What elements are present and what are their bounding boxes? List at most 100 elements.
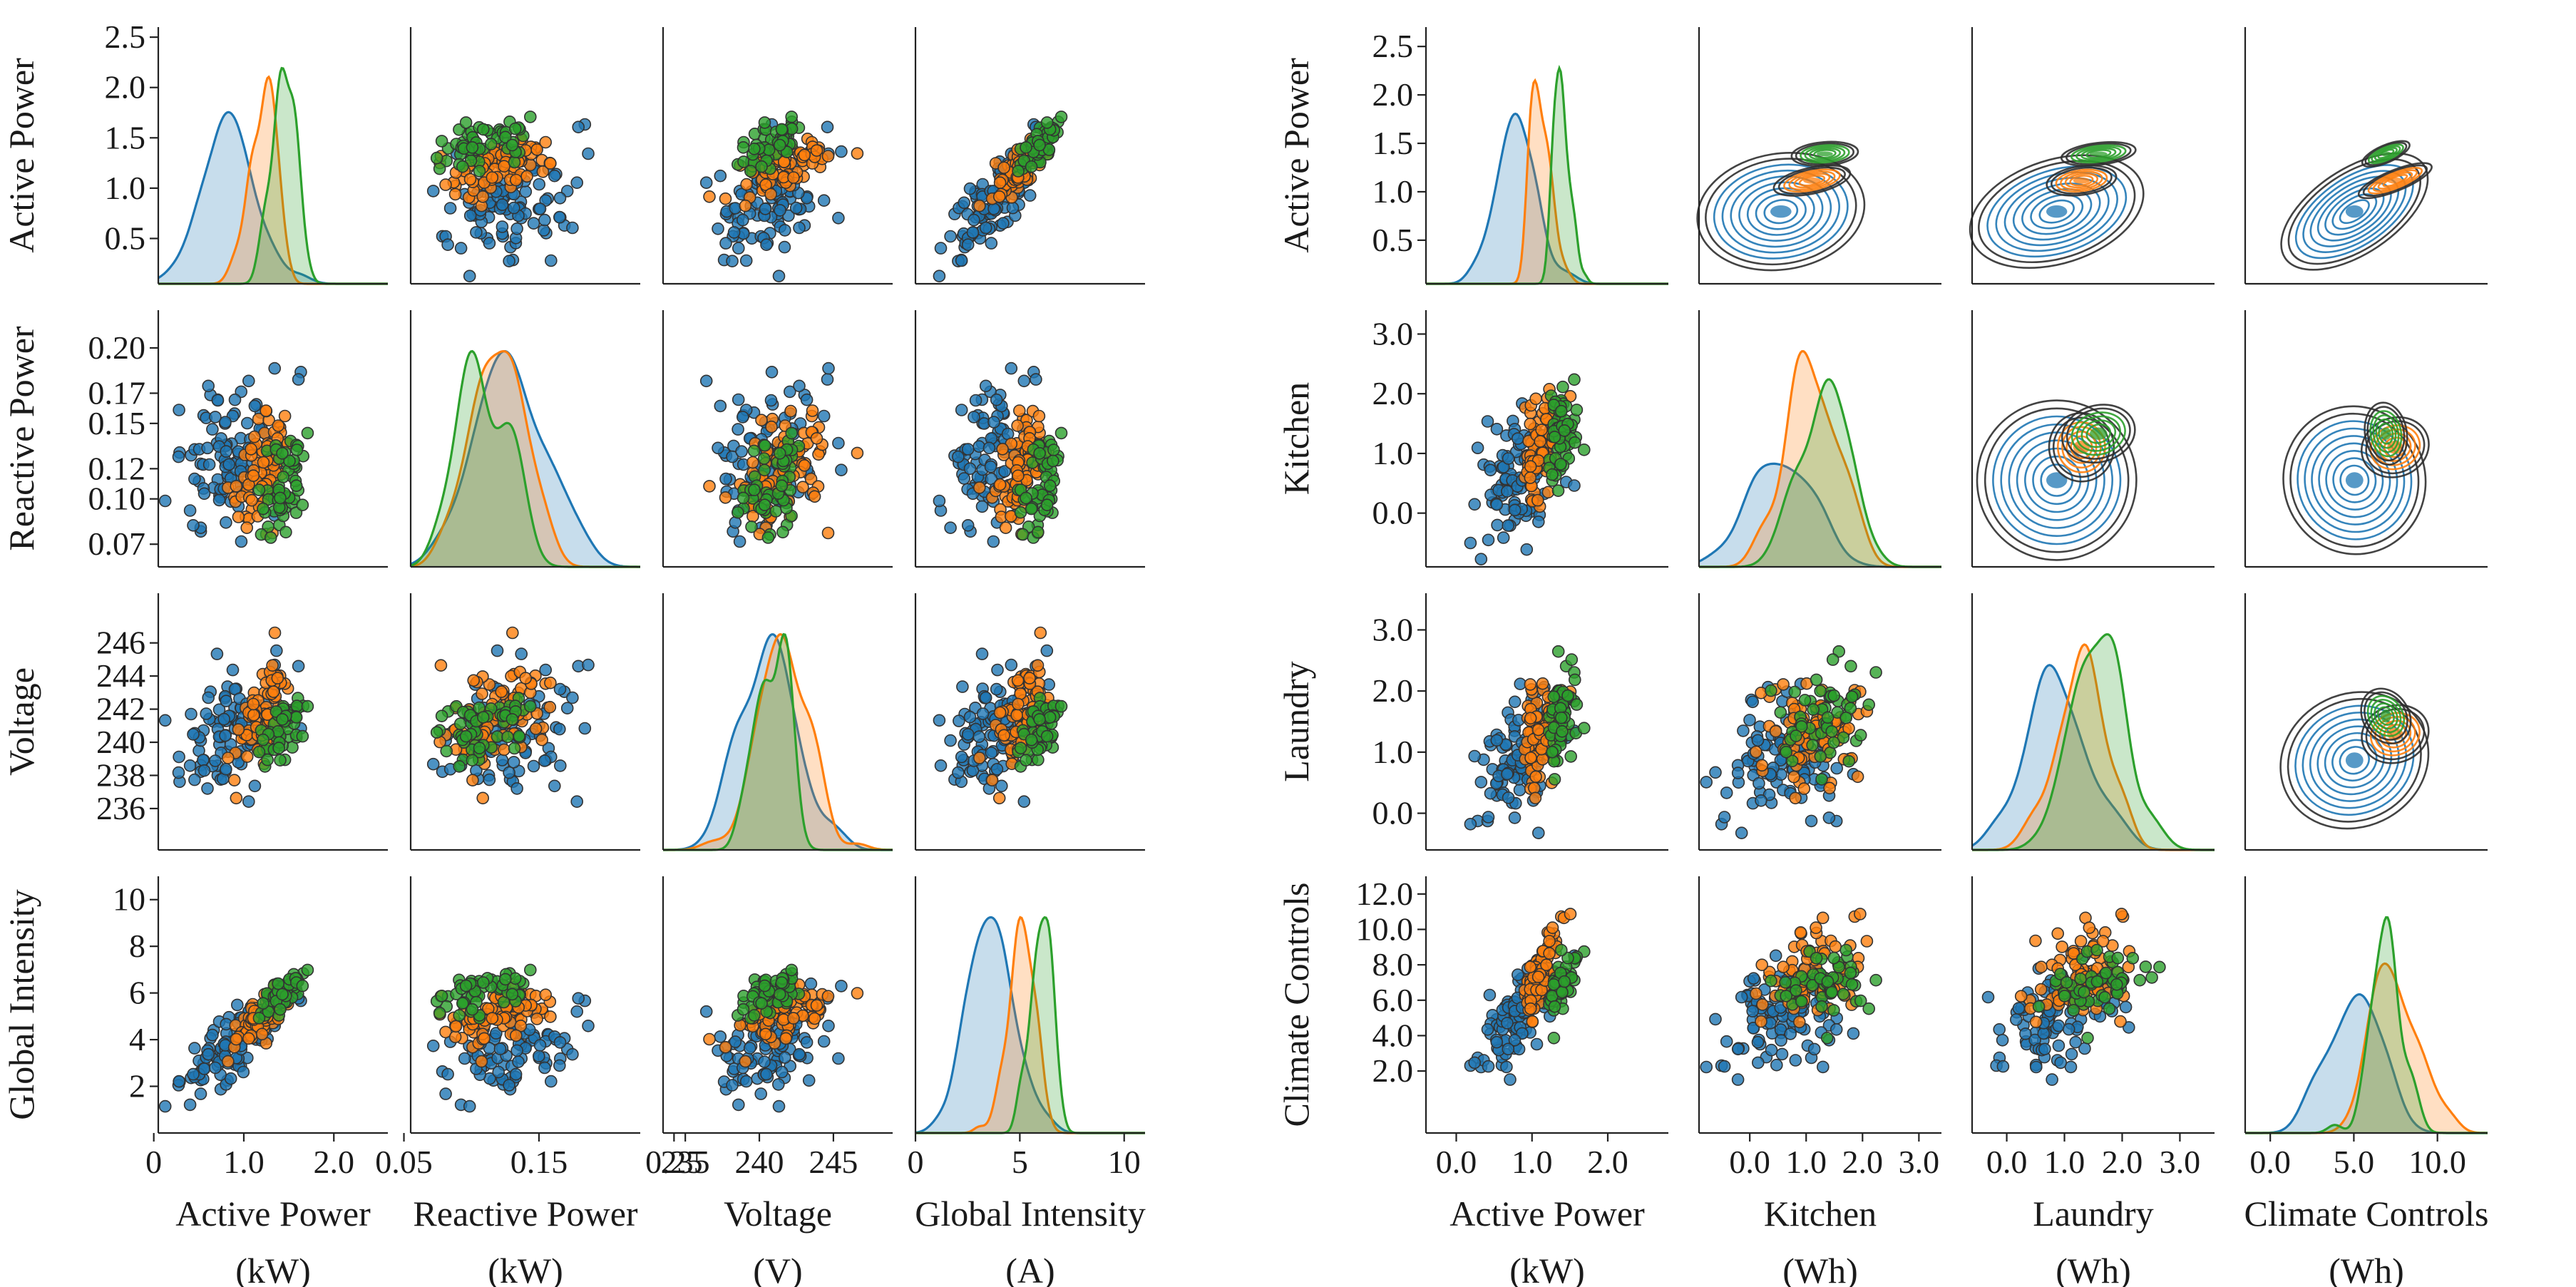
scatter-point-cluster-blue (699, 1005, 713, 1018)
scatter-point-cluster-orange (973, 752, 986, 764)
scatter-point-cluster-blue (817, 194, 831, 207)
scatter-point-cluster-blue (1709, 766, 1722, 779)
scatter-point-cluster-blue (737, 411, 749, 424)
scatter-point-cluster-orange (1546, 921, 1559, 934)
y-tick-label: 0.10 (88, 481, 146, 517)
scatter-point-cluster-blue (226, 663, 240, 677)
scatter-point-cluster-green (1854, 729, 1867, 742)
x-tick-label: 0.0 (1729, 1144, 1770, 1180)
scatter-point-cluster-orange (973, 481, 986, 494)
scatter-point-cluster-orange (498, 743, 510, 757)
scatter-point-cluster-blue (933, 714, 946, 727)
scatter-point-cluster-blue (778, 240, 791, 254)
scatter-point-cluster-blue (1497, 531, 1510, 544)
x-tick-label: 0 (908, 1144, 924, 1180)
scatter-point-cluster-green (775, 479, 789, 493)
scatter-point-cluster-blue (268, 362, 282, 375)
scatter-point-cluster-green (1033, 446, 1046, 460)
scatter-point-cluster-blue (1005, 658, 1018, 672)
scatter-point-cluster-blue (979, 379, 992, 393)
scatter-point-cluster-blue (496, 754, 509, 766)
y-tick-label: 0.5 (1372, 222, 1414, 258)
scatter-point-cluster-blue (463, 270, 476, 283)
scatter-point-cluster-blue (719, 472, 732, 486)
scatter-point-cluster-green (2145, 971, 2158, 984)
scatter-point-cluster-green (759, 439, 771, 452)
scatter-point-cluster-blue (248, 399, 262, 413)
scatter-point-cluster-blue (1747, 972, 1760, 985)
scatter-point-cluster-green (776, 525, 789, 539)
scatter-point-cluster-blue (188, 1042, 201, 1055)
scatter-point-cluster-blue (1735, 990, 1748, 1004)
scatter-point-cluster-green (272, 742, 286, 754)
scatter-point-cluster-orange (1012, 697, 1025, 711)
scatter-point-cluster-blue (822, 1020, 835, 1032)
scatter-point-cluster-blue (733, 535, 746, 548)
scatter-point-cluster-green (296, 498, 309, 512)
scatter-point-cluster-orange (478, 1032, 491, 1045)
scatter-point-cluster-orange (1531, 723, 1545, 737)
scatter-point-cluster-blue (187, 1067, 200, 1081)
scatter-point-cluster-blue (548, 779, 561, 793)
scatter-point-cluster-green (2133, 973, 2146, 987)
scatter-point-cluster-orange (1540, 958, 1553, 971)
scatter-point-cluster-blue (503, 766, 515, 779)
scatter-point-cluster-orange (765, 420, 778, 434)
scatter-point-cluster-orange (996, 442, 1009, 456)
scatter-point-cluster-blue (793, 379, 806, 393)
y-tick-label: 2.0 (105, 69, 146, 106)
scatter-point-cluster-blue (527, 759, 540, 773)
scatter-point-cluster-orange (221, 752, 235, 764)
scatter-point-cluster-blue (1751, 734, 1765, 747)
scatter-point-cluster-orange (1011, 674, 1025, 687)
scatter-point-cluster-orange (1789, 791, 1802, 805)
scatter-point-cluster-green (1556, 380, 1569, 394)
scatter-point-cluster-blue (183, 504, 197, 517)
scatter-point-cluster-green (1869, 973, 1882, 987)
scatter-point-cluster-orange (529, 722, 543, 735)
scatter-point-cluster-blue (510, 1044, 523, 1057)
scatter-point-cluster-blue (1512, 432, 1524, 445)
scatter-point-cluster-green (523, 699, 537, 713)
scatter-point-cluster-orange (245, 493, 258, 507)
scatter-point-cluster-green (1565, 653, 1579, 666)
scatter-point-cluster-blue (202, 379, 215, 393)
scatter-point-cluster-green (279, 525, 292, 539)
scatter-point-cluster-blue (719, 237, 732, 250)
scatter-point-cluster-blue (172, 766, 185, 779)
scatter-point-cluster-blue (1520, 543, 1534, 556)
scatter-point-cluster-green (785, 963, 798, 977)
scatter-point-cluster-blue (202, 458, 216, 471)
x-tick-label: 2.0 (313, 1144, 354, 1180)
scatter-point-cluster-orange (1535, 424, 1548, 436)
scatter-point-cluster-green (459, 116, 473, 129)
scatter-point-cluster-green (1561, 689, 1574, 702)
scatter-point-cluster-blue (1807, 1042, 1821, 1056)
scatter-point-cluster-blue (230, 998, 244, 1012)
scatter-point-cluster-blue (1502, 452, 1515, 465)
contour-core-cluster-blue (2345, 205, 2364, 218)
scatter-point-cluster-orange (796, 481, 809, 494)
scatter-point-cluster-green (289, 711, 303, 724)
scatter-point-cluster-orange (740, 178, 753, 191)
scatter-point-cluster-orange (1529, 791, 1542, 805)
scatter-point-cluster-orange (1755, 759, 1768, 772)
scatter-point-cluster-blue (955, 750, 968, 764)
scatter-point-cluster-green (2078, 985, 2090, 999)
y-tick-label: 240 (96, 724, 145, 760)
scatter-point-cluster-blue (1847, 1027, 1860, 1040)
scatter-point-cluster-orange (703, 1032, 716, 1046)
scatter-point-cluster-blue (714, 399, 727, 413)
scatter-point-cluster-green (1806, 739, 1819, 752)
scatter-point-cluster-blue (572, 121, 585, 133)
scatter-point-cluster-orange (746, 456, 759, 469)
scatter-point-cluster-orange (247, 469, 260, 483)
scatter-point-cluster-blue (544, 1075, 558, 1088)
scatter-point-cluster-blue (990, 393, 1003, 406)
scatter-point-cluster-blue (1030, 373, 1042, 386)
scatter-point-cluster-green (1869, 666, 1882, 679)
scatter-point-cluster-blue (1718, 1060, 1731, 1073)
y-tick-label: 0.20 (88, 329, 146, 366)
